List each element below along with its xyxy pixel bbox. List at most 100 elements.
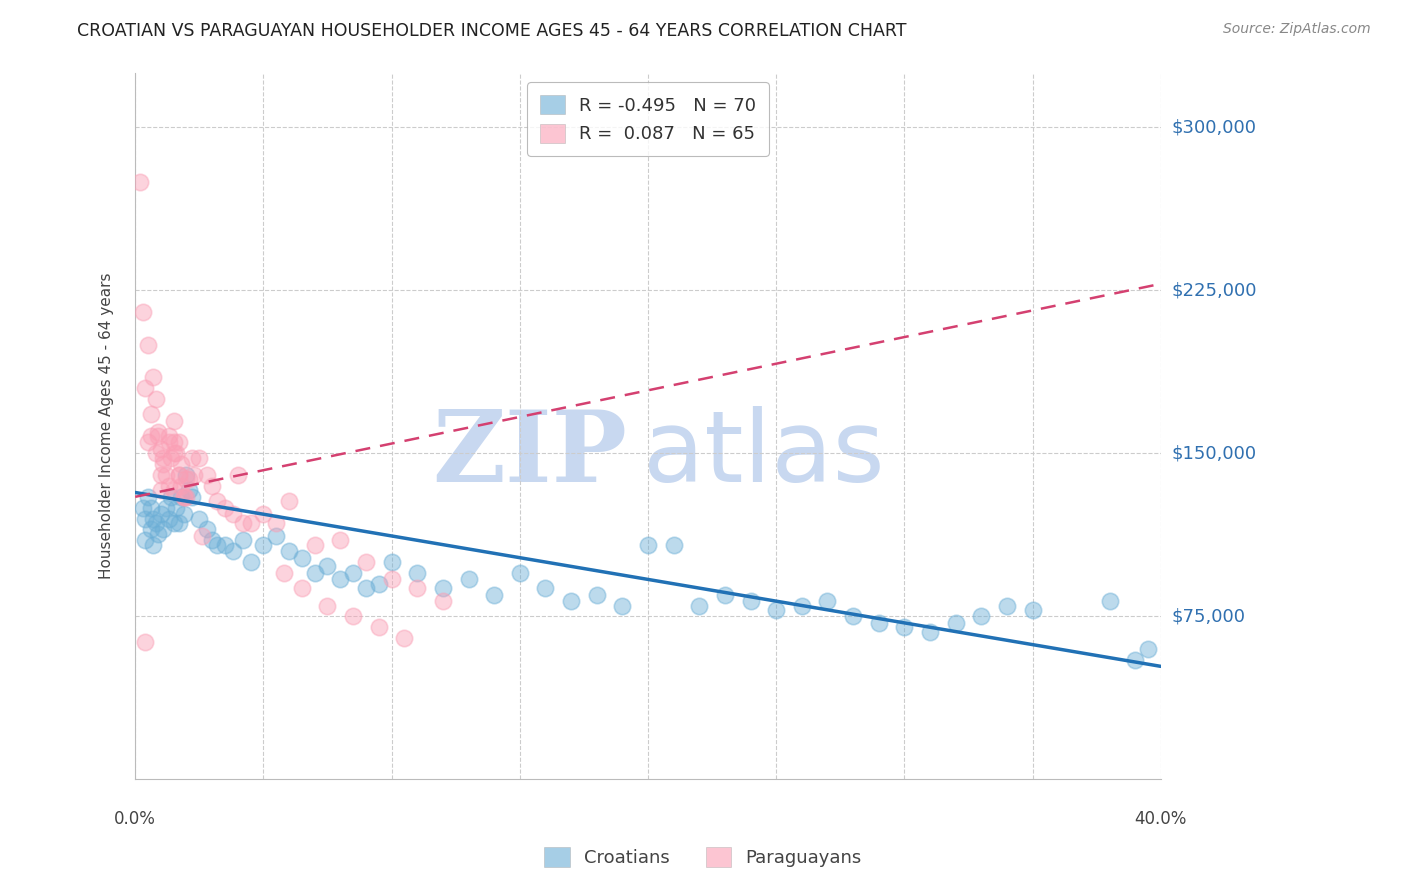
Point bbox=[406, 566, 429, 580]
Point bbox=[149, 468, 172, 483]
Point bbox=[273, 566, 295, 580]
Point bbox=[252, 507, 274, 521]
Point bbox=[232, 533, 254, 548]
Text: atlas: atlas bbox=[643, 406, 884, 503]
Point bbox=[167, 468, 190, 483]
Point bbox=[207, 494, 229, 508]
Point bbox=[176, 490, 198, 504]
Point bbox=[155, 468, 177, 483]
Y-axis label: Householder Income Ages 45 - 64 years: Householder Income Ages 45 - 64 years bbox=[100, 273, 114, 580]
Text: Source: ZipAtlas.com: Source: ZipAtlas.com bbox=[1223, 22, 1371, 37]
Point bbox=[145, 392, 167, 406]
Point bbox=[232, 516, 254, 530]
Point bbox=[163, 516, 186, 530]
Point bbox=[145, 446, 167, 460]
Point bbox=[1098, 594, 1121, 608]
Point bbox=[612, 599, 634, 613]
Point bbox=[163, 414, 186, 428]
Point bbox=[195, 468, 218, 483]
Point bbox=[432, 594, 454, 608]
Point bbox=[167, 516, 190, 530]
Point bbox=[201, 533, 224, 548]
Legend: R = -0.495   N = 70, R =  0.087   N = 65: R = -0.495 N = 70, R = 0.087 N = 65 bbox=[527, 82, 769, 156]
Point bbox=[817, 594, 839, 608]
Point bbox=[457, 573, 479, 587]
Text: ZIP: ZIP bbox=[433, 406, 627, 503]
Point bbox=[394, 631, 416, 645]
Point bbox=[139, 523, 162, 537]
Point bbox=[221, 544, 243, 558]
Point bbox=[291, 581, 314, 595]
Point bbox=[170, 479, 193, 493]
Point bbox=[381, 573, 404, 587]
Point bbox=[148, 526, 170, 541]
Point bbox=[177, 472, 200, 486]
Point bbox=[304, 566, 326, 580]
Point bbox=[1136, 642, 1159, 657]
Point bbox=[214, 500, 236, 515]
Point bbox=[509, 566, 531, 580]
Point bbox=[163, 446, 186, 460]
Point bbox=[157, 435, 180, 450]
Point bbox=[945, 615, 967, 630]
Point bbox=[170, 490, 193, 504]
Point bbox=[157, 511, 180, 525]
Point bbox=[163, 483, 186, 498]
Text: 0.0%: 0.0% bbox=[114, 810, 156, 828]
Point bbox=[316, 559, 339, 574]
Point bbox=[165, 500, 187, 515]
Point bbox=[226, 468, 249, 483]
Point bbox=[316, 599, 339, 613]
Point bbox=[167, 468, 190, 483]
Point bbox=[342, 609, 364, 624]
Point bbox=[160, 450, 183, 465]
Point bbox=[188, 511, 211, 525]
Point bbox=[152, 457, 174, 471]
Point bbox=[139, 500, 162, 515]
Point bbox=[149, 507, 172, 521]
Point bbox=[136, 490, 159, 504]
Text: 40.0%: 40.0% bbox=[1135, 810, 1187, 828]
Point bbox=[134, 381, 156, 395]
Point bbox=[893, 620, 915, 634]
Point bbox=[148, 425, 170, 439]
Point bbox=[367, 620, 389, 634]
Point bbox=[534, 581, 557, 595]
Point bbox=[142, 370, 165, 384]
Point bbox=[129, 175, 152, 189]
Point bbox=[221, 507, 243, 521]
Point bbox=[149, 483, 172, 498]
Point bbox=[149, 442, 172, 456]
Point bbox=[134, 533, 156, 548]
Point bbox=[167, 435, 190, 450]
Point bbox=[183, 468, 205, 483]
Point bbox=[173, 490, 195, 504]
Point bbox=[163, 435, 186, 450]
Point bbox=[329, 573, 352, 587]
Legend: Croatians, Paraguayans: Croatians, Paraguayans bbox=[536, 838, 870, 876]
Point bbox=[134, 635, 156, 649]
Point bbox=[134, 511, 156, 525]
Point bbox=[239, 516, 262, 530]
Point bbox=[142, 538, 165, 552]
Point bbox=[765, 603, 787, 617]
Point bbox=[560, 594, 582, 608]
Point bbox=[740, 594, 762, 608]
Point bbox=[207, 538, 229, 552]
Point bbox=[367, 576, 389, 591]
Point bbox=[381, 555, 404, 569]
Point bbox=[918, 624, 941, 639]
Point bbox=[688, 599, 710, 613]
Point bbox=[329, 533, 352, 548]
Point bbox=[148, 429, 170, 443]
Point bbox=[180, 490, 202, 504]
Point bbox=[637, 538, 659, 552]
Text: $150,000: $150,000 bbox=[1173, 444, 1257, 462]
Point bbox=[145, 516, 167, 530]
Point bbox=[188, 450, 211, 465]
Point bbox=[136, 435, 159, 450]
Point bbox=[152, 523, 174, 537]
Point bbox=[1021, 603, 1043, 617]
Point bbox=[264, 516, 287, 530]
Point bbox=[170, 457, 193, 471]
